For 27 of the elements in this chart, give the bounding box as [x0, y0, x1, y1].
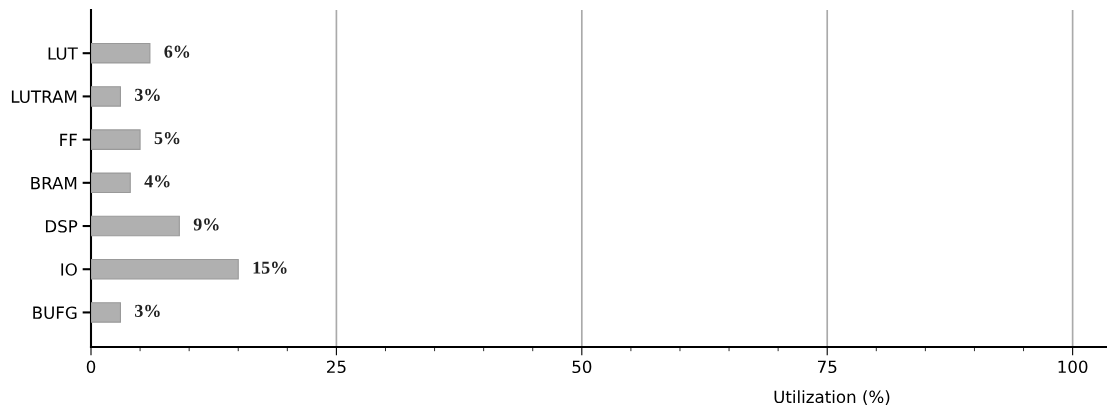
bar — [91, 258, 239, 280]
x-axis-title: Utilization (%) — [774, 390, 890, 406]
bar — [91, 215, 180, 237]
bar — [91, 172, 131, 194]
y-tick-label: BUFG — [33, 306, 77, 319]
y-tick-label: FF — [60, 133, 77, 146]
bar — [91, 302, 122, 323]
bar — [91, 86, 122, 107]
y-tick-label: BRAM — [31, 177, 77, 190]
data-label: 9% — [193, 218, 219, 231]
x-tick-label: 100 — [1058, 360, 1088, 374]
bar — [91, 129, 141, 150]
data-label: 3% — [135, 88, 160, 101]
data-label: 3% — [135, 304, 160, 318]
x-tick-label: 50 — [572, 360, 592, 374]
y-tick-label: LUT — [48, 47, 78, 60]
data-label: 6% — [164, 45, 190, 58]
x-tick-label: 0 — [86, 360, 96, 374]
data-label: 4% — [144, 175, 170, 188]
y-tick-label: IO — [61, 263, 77, 276]
y-tick-label: LUTRAM — [11, 90, 77, 103]
x-tick-label: 25 — [327, 360, 346, 374]
x-tick-label: 75 — [817, 360, 837, 374]
bar — [91, 42, 151, 64]
data-label: 15% — [253, 261, 287, 274]
y-tick-label: DSP — [45, 219, 78, 233]
data-label: 5% — [154, 131, 180, 145]
